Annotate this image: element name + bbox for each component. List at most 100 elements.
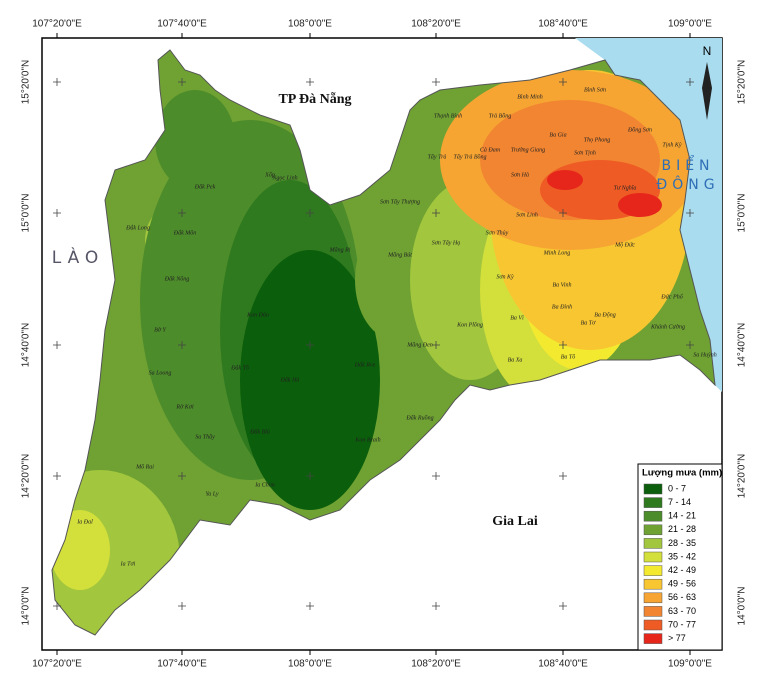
place-label: Sơn Thủy [486,230,509,236]
grid-cross [53,341,61,349]
grid-cross [686,341,694,349]
rainfall-zones [52,50,715,635]
grid-cross [432,602,440,610]
latitude-label: 14°20'0"N [21,454,32,499]
grid-cross [432,209,440,217]
place-label: Sa Thầy [195,433,215,440]
longitude-label: 108°20'0"E [411,19,461,30]
latitude-label: 15°20'0"N [737,60,748,105]
place-label: Ya Ly [205,491,218,497]
country-label: LÀO [52,246,105,268]
legend-label: 7 - 14 [668,497,691,507]
legend-label: 0 - 7 [668,483,686,493]
sea-label: ĐÔNG [656,175,719,193]
place-label: Bình Minh [517,94,543,100]
place-label: Sơn Hà [511,172,529,178]
place-label: Đăk Pek [194,184,216,190]
legend-swatch [643,565,663,576]
legend-swatch [643,578,663,590]
longitude-label: 108°0'0"E [288,19,332,30]
place-label: Trường Giang [511,147,545,153]
place-label: Ngọc Linh [271,175,297,181]
legend-swatch [643,606,663,617]
place-label: Ba Tô [561,354,576,360]
rain-zone [240,250,380,510]
latitude-label: 14°40'0"N [21,323,32,368]
place-label: Ba Tơ [581,320,597,326]
grid-cross [432,78,440,86]
place-label: Sơn Tây Hạ [432,240,461,246]
legend-label: 42 - 49 [668,565,696,575]
grid-cross [178,602,186,610]
latitude-label: 14°40'0"N [737,323,748,368]
legend-label: > 77 [668,633,686,643]
grid-cross [306,78,314,86]
sea-label: BIỂN [661,155,714,174]
grid-cross [53,209,61,217]
longitude-label: 108°20'0"E [411,659,461,670]
grid-cross [686,78,694,86]
place-label: Sa Loong [149,370,172,376]
legend-label: 63 - 70 [668,606,696,616]
grid-cross [686,209,694,217]
legend-swatch [643,633,663,644]
grid-cross [178,341,186,349]
latitude-label: 14°20'0"N [737,454,748,499]
place-label: Sơn Tây Thượng [380,199,420,205]
place-label: Bình Sơn [584,87,606,93]
place-label: Sơn Tịnh [574,150,596,156]
latitude-label: 15°0'0"N [21,194,32,233]
grid-cross [53,78,61,86]
grid-cross [178,209,186,217]
latitude-label: 15°0'0"N [737,194,748,233]
place-label: Ia Đal [76,519,93,525]
place-label: Trà Bồng [489,112,512,119]
place-label: Đắk Rve [354,361,376,368]
place-label: Thọ Phong [584,137,611,143]
legend-swatch [643,619,663,631]
grid-cross [432,341,440,349]
place-label: Đắk Long [125,224,150,231]
legend-label: 70 - 77 [668,619,696,629]
place-label: Sa Huỳnh [693,352,717,358]
place-label: Đắk Tô [230,364,249,371]
latitude-label: 15°20'0"N [21,60,32,105]
place-label: Cà Đam [480,147,501,153]
place-label: Đăk Blà [249,429,270,435]
legend-swatch [643,551,663,563]
city-label: TP Đà Nẵng [278,91,351,107]
legend-label: 14 - 21 [668,511,696,521]
place-label: Ba Vì [510,315,524,321]
place-label: Đăk Ruồng [405,414,433,421]
legend-swatch [643,592,663,604]
grid-cross [559,472,567,480]
place-label: Tư Nghĩa [614,185,637,191]
rain-zone [155,90,235,190]
legend-swatch [643,524,663,536]
place-label: Khánh Cường [650,324,685,330]
province-label: Gia Lai [492,514,538,529]
place-label: Tây Trà [428,154,447,160]
place-label: Xốp [264,171,275,178]
longitude-label: 107°20'0"E [32,19,82,30]
place-label: Ba Gia [549,132,566,138]
grid-cross [559,78,567,86]
legend-label: 21 - 28 [668,524,696,534]
grid-cross [306,209,314,217]
latitude-label: 14°0'0"N [737,587,748,626]
place-label: Rờ Kơi [175,404,194,410]
place-label: Đắk Môn [173,229,197,236]
longitude-label: 109°0'0"E [668,659,712,670]
latitude-label: 14°0'0"N [21,587,32,626]
place-label: Thạnh Bình [434,113,462,119]
place-label: Ba Động [594,312,616,318]
longitude-label: 107°40'0"E [157,19,207,30]
grid-cross [559,209,567,217]
place-label: Măng Bút [387,252,412,258]
legend-swatch [643,483,663,495]
legend-label: 49 - 56 [668,579,696,589]
place-label: Măng Ri [329,247,351,253]
grid-cross [306,341,314,349]
sea [575,38,722,392]
